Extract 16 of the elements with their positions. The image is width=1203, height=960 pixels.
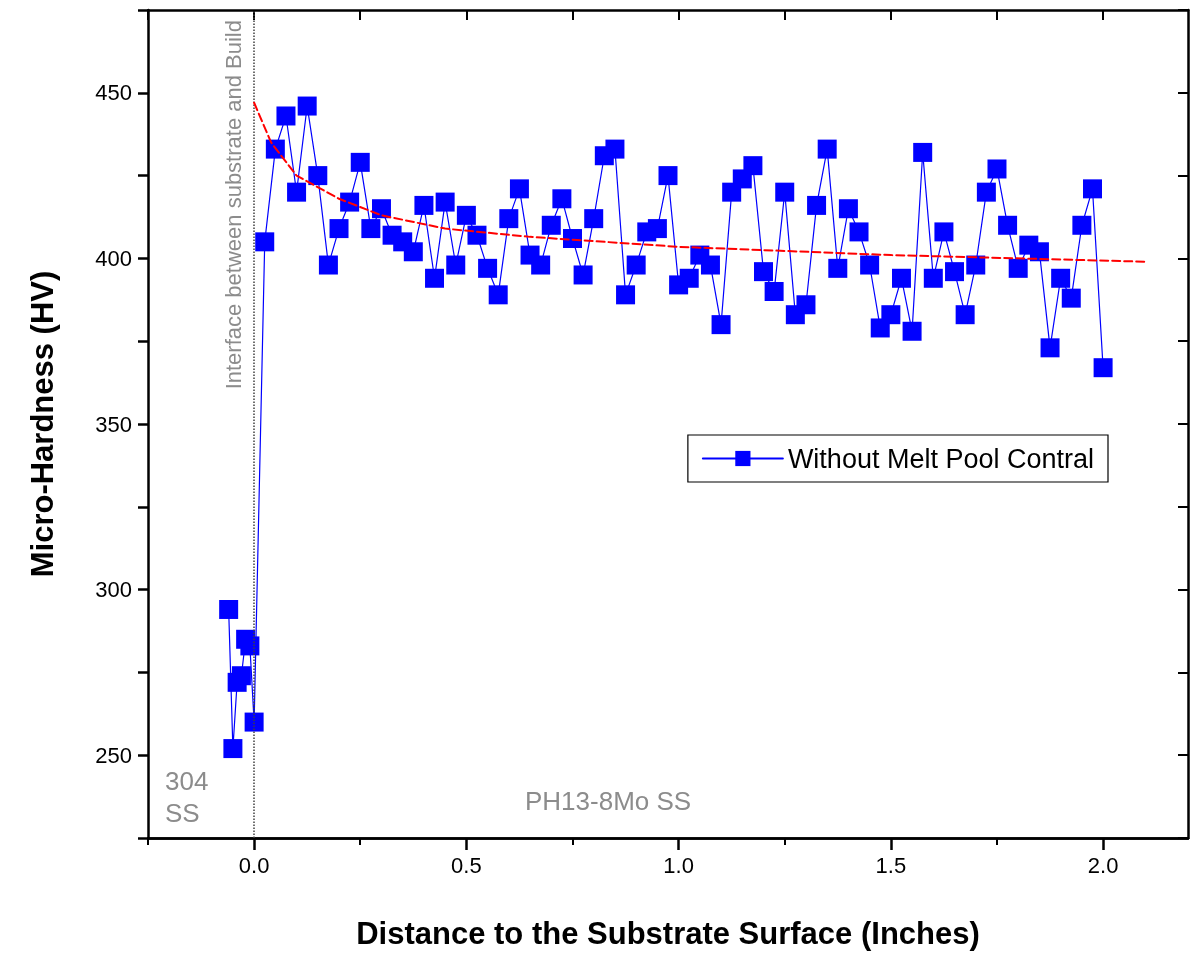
annotation: 304 SS — [165, 766, 209, 828]
x-axis-title: Distance to the Substrate Surface (Inches) — [356, 916, 980, 951]
ref-line-label: Interface between substrate and Build — [220, 20, 246, 390]
x-tick-label: 1.0 — [663, 852, 694, 878]
y-tick-label: 300 — [95, 577, 132, 603]
y-tick-label: 250 — [95, 742, 132, 768]
legend-label: Without Melt Pool Contral — [787, 443, 1094, 474]
x-tick-label: 2.0 — [1087, 852, 1119, 878]
x-tick-label: 0.5 — [451, 852, 482, 878]
x-tick-label: 1.5 — [875, 852, 907, 878]
x-tick-label: 0.0 — [238, 852, 270, 878]
annotation: PH13-8Mo SS — [525, 786, 692, 816]
y-tick-label: 400 — [95, 245, 132, 271]
y-axis-title: Micro-Hardness (HV) — [25, 270, 60, 578]
y-tick-label: 350 — [95, 411, 132, 437]
y-tick-label: 450 — [95, 80, 132, 106]
